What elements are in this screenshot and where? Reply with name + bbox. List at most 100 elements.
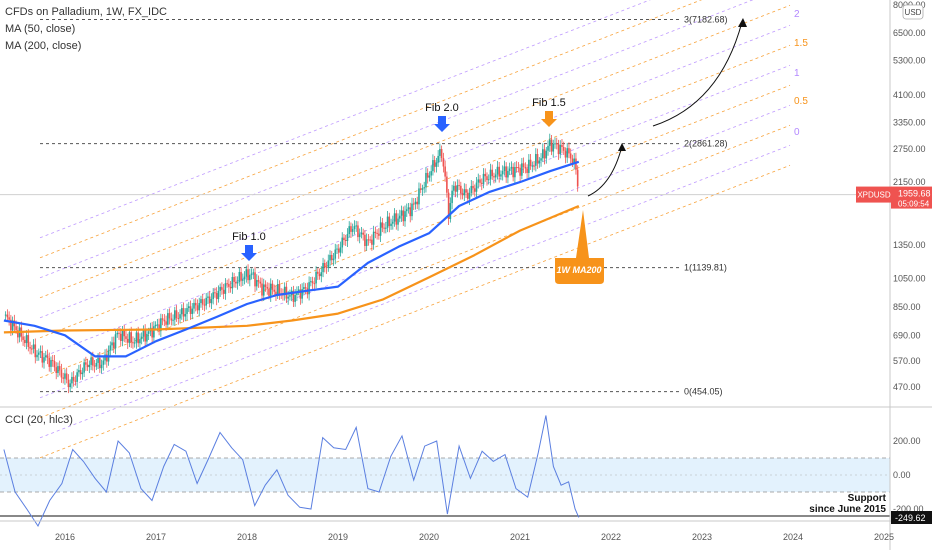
candle-body (487, 179, 490, 181)
fib-label-15: Fib 1.5 (532, 97, 566, 109)
candle-body (402, 210, 405, 222)
symbol-title[interactable]: CFDs on Palladium, 1W, FX_IDC (5, 6, 167, 18)
candle-body (170, 318, 173, 321)
cci-axis-tick: 0.00 (893, 470, 911, 480)
fib-channel-line (39, 24, 791, 319)
cci-legend[interactable]: CCI (20, hlc3) (5, 414, 73, 426)
candle-body (426, 172, 429, 178)
ma200-legend[interactable]: MA (200, close) (5, 40, 82, 52)
candle-body (303, 287, 305, 290)
candle-body (81, 372, 84, 375)
candle-body (482, 173, 485, 184)
candle-body (51, 360, 54, 362)
candle-body (92, 357, 94, 366)
candle-body (200, 299, 202, 304)
candle-body (310, 281, 312, 283)
candle-body (348, 226, 351, 235)
candle-body (526, 168, 528, 173)
candle-body (126, 338, 129, 343)
candle-body (187, 306, 190, 309)
candle-body (93, 365, 96, 367)
ma50-legend[interactable]: MA (50, close) (5, 23, 76, 35)
candle-body (214, 292, 216, 294)
candle-body (85, 362, 87, 365)
candle-body (255, 280, 258, 287)
candle-body (112, 342, 115, 349)
candle-body (472, 185, 474, 189)
candle-body (196, 305, 199, 311)
candle-body (294, 295, 296, 302)
candle-body (555, 143, 558, 145)
candle-body (266, 287, 269, 289)
candle-body (146, 333, 148, 342)
candle-body (507, 170, 509, 178)
candle-body (390, 223, 392, 227)
fib-extension-label: 0(454.05) (684, 387, 723, 397)
candle-body (522, 163, 525, 167)
candle-body (383, 227, 385, 229)
candle-body (215, 293, 218, 300)
price-series (3, 133, 580, 394)
price-tag-value: 1959.68 (898, 189, 931, 199)
candle-body (320, 272, 323, 277)
candle-body (57, 366, 59, 374)
symbol-tag-text: XPDUSD (857, 191, 891, 200)
candle-body (15, 326, 17, 331)
candle-body (207, 296, 209, 298)
candle-body (412, 203, 415, 205)
candle-body (17, 330, 19, 338)
candle-body (395, 213, 398, 225)
candle-body (50, 360, 52, 367)
candle-body (4, 314, 7, 316)
candle-body (64, 373, 66, 379)
candle-body (484, 173, 487, 177)
candle-body (547, 145, 549, 151)
candle-body (11, 320, 14, 331)
candle-body (76, 372, 78, 382)
candle-body (299, 289, 302, 299)
candle-body (100, 364, 103, 369)
price-tag (891, 186, 932, 209)
candle-body (292, 290, 295, 302)
candle-body (297, 289, 300, 292)
symbol-tag (856, 186, 892, 203)
candle-body (31, 348, 33, 350)
candle-body (358, 234, 361, 238)
candle-body (128, 332, 131, 343)
candle-body (8, 317, 10, 320)
candle-body (505, 166, 507, 178)
fib-2-arrow-icon (434, 116, 450, 132)
cci-axis-tick: 200.00 (893, 436, 921, 446)
candle-body (531, 165, 534, 167)
candle-body (470, 185, 473, 193)
candle-body (458, 185, 460, 187)
candle-body (151, 327, 153, 338)
candle-body (414, 201, 417, 205)
fib-label-1: Fib 1.0 (232, 231, 266, 243)
time-axis-tick: 2025 (874, 532, 894, 542)
candle-body (65, 373, 68, 380)
candle-body (43, 357, 45, 363)
candle-body (198, 303, 201, 311)
candle-body (564, 150, 567, 158)
candle-body (36, 354, 38, 358)
price-axis-tick: 2150.00 (893, 177, 926, 187)
fib-channel: 0 0.5 1 1.5 2 (39, 0, 808, 459)
candle-body (186, 308, 188, 314)
candle-body (477, 179, 480, 183)
candle-body (536, 154, 539, 164)
candle-body (374, 231, 377, 233)
candle-body (78, 370, 80, 373)
candle-body (144, 330, 146, 342)
candle-body (447, 192, 450, 219)
candle-body (259, 281, 262, 284)
candle-body (121, 329, 124, 341)
candle-body (332, 258, 335, 261)
candle-body (494, 174, 497, 178)
candle-body (210, 298, 213, 304)
candle-body (238, 272, 241, 283)
candle-body (257, 280, 260, 282)
candle-body (139, 339, 141, 344)
candle-body (25, 335, 28, 344)
